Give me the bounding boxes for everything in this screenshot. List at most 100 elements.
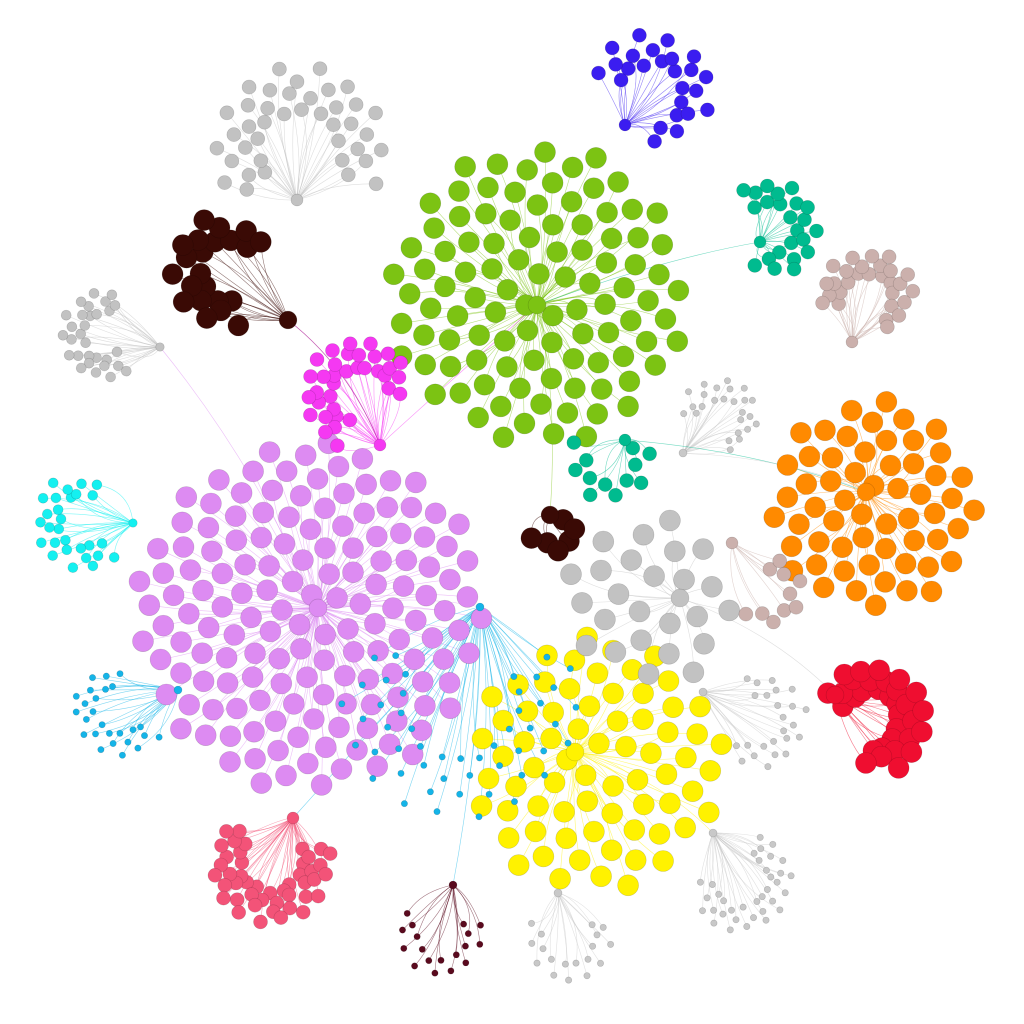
node-light-gray-right-0 <box>751 691 759 699</box>
node-gray-3 <box>607 583 630 605</box>
node-light-gray-bottom-25 <box>769 840 777 848</box>
node-gray-11 <box>590 559 612 582</box>
node-violet-43 <box>332 515 354 537</box>
node-cyan-26 <box>37 492 49 504</box>
edge-rose-gray-2-3 <box>731 542 785 611</box>
node-cyan-10 <box>92 550 104 562</box>
node-light-gray-left-23 <box>75 362 87 374</box>
node-violet-22 <box>314 537 336 559</box>
node-green-20 <box>594 293 616 316</box>
node-pink-15 <box>281 887 297 903</box>
edge-maroon-14 <box>414 884 454 967</box>
node-green-36 <box>587 351 610 374</box>
node-green-74 <box>448 180 470 202</box>
edge-light-gray-small-17 <box>531 892 559 924</box>
node-sky-blue-2-25 <box>89 674 97 682</box>
node-orange-3 <box>833 489 856 512</box>
node-red-21 <box>855 752 877 774</box>
node-maroon-10 <box>476 940 484 948</box>
node-light-gray-top-7 <box>326 117 341 132</box>
node-green-62 <box>635 330 658 353</box>
edge-violet-97 <box>180 607 319 674</box>
node-violet-133 <box>366 755 389 778</box>
node-green-32 <box>458 231 480 253</box>
edge-magenta-29 <box>316 359 381 446</box>
node-pink-31 <box>229 892 245 908</box>
hub-blue <box>618 118 632 132</box>
node-light-gray-bottom-19 <box>732 916 740 924</box>
node-teal-2-6 <box>642 446 657 462</box>
node-sky-blue-2-1 <box>129 726 137 734</box>
node-gray-15 <box>693 632 715 655</box>
node-light-gray-top-30 <box>217 175 232 190</box>
node-magenta-26 <box>303 407 318 423</box>
hub-rose-gray-2 <box>725 536 739 550</box>
node-teal-0 <box>747 200 762 215</box>
node-violet-116 <box>242 460 264 483</box>
node-sky-blue-2-20 <box>118 751 126 759</box>
node-orange-23 <box>894 552 917 575</box>
node-green-25 <box>595 252 618 274</box>
node-light-gray-top-18 <box>350 141 366 157</box>
node-green-17 <box>571 239 593 261</box>
node-violet-137 <box>258 441 281 463</box>
node-teal-20 <box>809 223 824 239</box>
node-gray-17 <box>692 538 714 560</box>
node-green-79 <box>400 236 423 259</box>
node-light-gray-bottom-11 <box>708 880 716 888</box>
node-cyan-0 <box>96 538 108 549</box>
node-teal-2-9 <box>582 487 598 503</box>
node-light-gray-mid-2 <box>711 396 719 404</box>
node-yellow-55 <box>497 827 520 849</box>
edge-cyan-8 <box>75 494 134 524</box>
node-maroon-2 <box>461 942 469 950</box>
node-yellow-17 <box>632 708 654 731</box>
node-violet-104 <box>414 694 436 717</box>
node-violet-146 <box>401 743 424 766</box>
node-maroon-0 <box>460 920 468 928</box>
node-light-gray-bottom-10 <box>715 890 723 898</box>
node-violet-86 <box>314 736 337 759</box>
node-orange-29 <box>788 513 810 536</box>
node-violet-74 <box>224 505 247 527</box>
node-teal-2-10 <box>568 462 583 478</box>
node-magenta-16 <box>316 369 331 385</box>
node-sky-blue-40 <box>572 703 580 711</box>
node-orange-20 <box>923 502 946 525</box>
node-rose-gray-2-4 <box>754 606 770 621</box>
node-violet-149 <box>250 772 273 794</box>
node-yellow-48 <box>563 649 586 672</box>
node-light-gray-bottom-20 <box>719 910 727 918</box>
node-sky-blue-2-4 <box>98 721 106 729</box>
node-violet-61 <box>252 501 275 524</box>
node-violet-94 <box>267 739 289 762</box>
node-maroon-15 <box>400 944 408 952</box>
node-sky-blue-2-10 <box>124 738 132 746</box>
node-orange-21 <box>808 531 830 553</box>
node-orange-31 <box>874 571 897 593</box>
node-violet-120 <box>330 758 353 780</box>
node-violet-148 <box>448 513 470 536</box>
node-green-92 <box>382 263 405 286</box>
node-light-gray-right-13 <box>771 751 779 759</box>
node-violet-54 <box>404 609 427 632</box>
node-green-44 <box>564 377 586 400</box>
node-violet-130 <box>458 642 480 665</box>
edge-light-gray-bottom-19 <box>712 832 737 920</box>
node-light-gray-small-17 <box>527 919 535 927</box>
node-magenta-13 <box>318 409 333 425</box>
node-orange-17 <box>902 452 925 475</box>
node-gray-4 <box>673 568 695 591</box>
node-violet-110 <box>178 693 200 716</box>
node-yellow-24 <box>513 730 535 753</box>
node-light-gray-right-14 <box>750 752 758 760</box>
edge-light-gray-top-36 <box>296 86 348 201</box>
node-violet-30 <box>342 537 364 559</box>
edge-light-gray-top-32 <box>226 112 298 201</box>
edge-light-gray-bottom-30 <box>712 832 767 921</box>
node-blue-2 <box>636 58 652 73</box>
edge-light-gray-right-21 <box>702 691 787 755</box>
edge-green-82 <box>497 164 538 306</box>
node-sky-blue-2-16 <box>102 672 110 680</box>
edge-light-gray-top-30 <box>224 182 298 201</box>
